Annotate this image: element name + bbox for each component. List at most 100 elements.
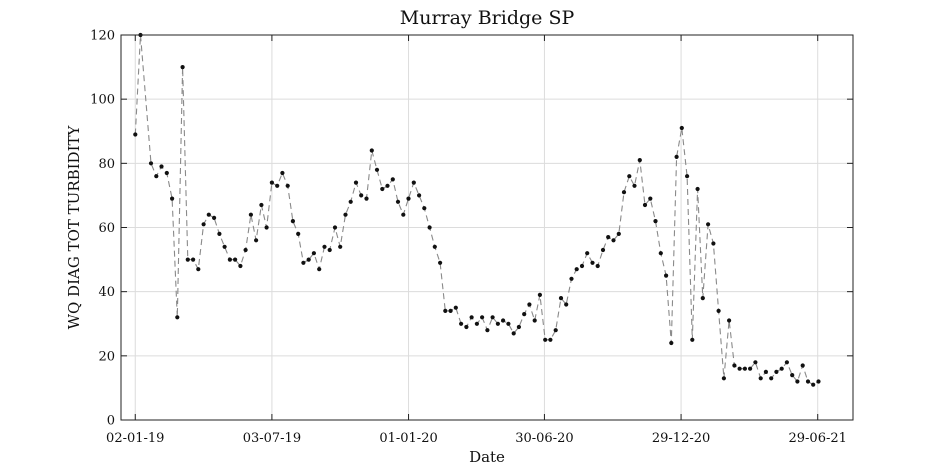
- data-point: [327, 247, 332, 253]
- data-point: [595, 263, 600, 269]
- series: [133, 32, 821, 387]
- data-point: [527, 302, 532, 307]
- data-point: [480, 315, 485, 320]
- data-point: [800, 363, 805, 368]
- data-point: [816, 379, 821, 384]
- data-point: [212, 215, 217, 220]
- data-point: [669, 340, 674, 346]
- data-point: [417, 193, 422, 198]
- x-axis-label: Date: [469, 448, 505, 466]
- data-point: [779, 366, 784, 371]
- data-point: [443, 308, 448, 313]
- data-point: [374, 167, 380, 172]
- data-point: [191, 257, 196, 262]
- data-point: [395, 199, 401, 204]
- x-tick-label: 29-12-20: [652, 431, 710, 446]
- data-point: [795, 379, 800, 384]
- data-point: [543, 337, 548, 342]
- data-point: [763, 369, 769, 374]
- data-point: [343, 212, 348, 217]
- data-point: [784, 360, 790, 365]
- data-point: [348, 199, 353, 204]
- data-point: [805, 379, 811, 384]
- data-point: [159, 164, 164, 169]
- data-point: [390, 177, 395, 182]
- data-point: [653, 219, 658, 224]
- data-point: [548, 337, 553, 342]
- data-point: [706, 222, 711, 227]
- y-tick-label: 20: [98, 349, 115, 364]
- data-point: [700, 296, 705, 301]
- data-point: [769, 376, 774, 381]
- data-point: [490, 315, 495, 320]
- ticks: 0 20 40 60 80 100 120 02-01-19 03-07-19 01-01-20 3…: [90, 29, 853, 446]
- data-point: [611, 238, 616, 243]
- y-tick-label: 100: [90, 93, 115, 108]
- data-point: [564, 302, 569, 307]
- data-point: [658, 251, 663, 256]
- data-point: [359, 193, 364, 198]
- y-tick-label: 80: [98, 157, 115, 172]
- data-point: [679, 125, 684, 131]
- data-point: [233, 257, 238, 262]
- data-point: [501, 318, 506, 323]
- data-point: [811, 382, 816, 387]
- data-point: [753, 360, 758, 365]
- data-point: [495, 321, 500, 326]
- data-point: [364, 196, 369, 201]
- data-point: [290, 219, 295, 224]
- data-point: [338, 244, 343, 249]
- data-point: [606, 235, 611, 240]
- data-point: [511, 331, 516, 336]
- data-point: [716, 308, 721, 313]
- data-point: [790, 373, 795, 378]
- data-point: [369, 148, 374, 153]
- data-point: [164, 170, 169, 176]
- data-point: [180, 65, 185, 70]
- data-point: [380, 186, 385, 192]
- data-point: [264, 225, 269, 230]
- data-point: [170, 196, 175, 201]
- data-point: [259, 202, 264, 208]
- data-point: [222, 244, 227, 249]
- data-point: [175, 315, 180, 320]
- data-point: [721, 376, 727, 381]
- data-point: [774, 369, 779, 374]
- x-tick-label: 02-01-19: [106, 431, 164, 446]
- data-point: [674, 154, 679, 159]
- data-point: [711, 241, 716, 246]
- series-line: [134, 34, 819, 386]
- data-point: [185, 257, 190, 262]
- data-point: [353, 180, 359, 185]
- data-point: [332, 225, 338, 230]
- grid: [121, 34, 853, 421]
- data-point: [459, 321, 464, 326]
- y-tick-label: 60: [98, 221, 115, 236]
- data-point: [322, 244, 327, 249]
- data-point: [642, 202, 648, 208]
- data-point: [485, 328, 490, 333]
- data-point: [301, 260, 306, 265]
- data-point: [632, 183, 637, 188]
- data-point: [448, 308, 453, 313]
- data-point: [558, 296, 564, 301]
- data-point: [695, 186, 700, 192]
- x-tick-label: 03-07-19: [243, 431, 301, 446]
- data-point: [296, 231, 301, 236]
- data-point: [748, 366, 753, 371]
- data-point: [196, 267, 201, 272]
- x-tick-label: 29-06-21: [789, 431, 847, 446]
- y-tick-label: 40: [98, 285, 115, 300]
- data-point: [469, 315, 474, 320]
- data-point: [269, 180, 274, 185]
- x-tick-label: 01-01-20: [379, 431, 437, 446]
- data-point: [217, 231, 222, 236]
- data-point: [553, 328, 558, 333]
- data-point: [585, 251, 590, 256]
- data-point: [464, 324, 469, 330]
- data-point: [206, 212, 211, 217]
- x-tick-label: 30-06-20: [515, 431, 573, 446]
- data-point: [238, 263, 243, 269]
